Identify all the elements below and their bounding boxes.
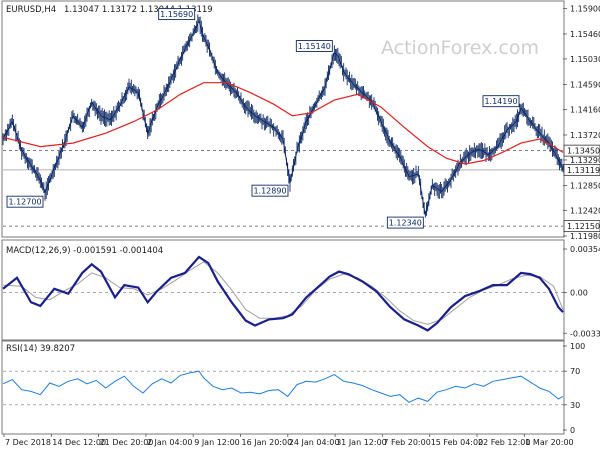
- price-y-tick-label: 1.13290: [570, 156, 600, 165]
- price-layer: 1.12700 1.15690 1.12890 1.15140 1.12340 1.141…: [2, 8, 564, 229]
- rsi-y-tick-label: 30: [570, 401, 580, 410]
- x-tick-label: 7 Dec 2018: [5, 438, 51, 447]
- rsi-label: RSI(14) 39.8207: [6, 344, 75, 354]
- level-tag-box-1: [563, 220, 600, 233]
- rsi-line: [2, 370, 564, 403]
- annotation-label-1: 1.15690: [160, 10, 193, 19]
- annotation-box-1: [158, 8, 196, 21]
- moving-average-line: [2, 82, 564, 165]
- price-y-tick-label: 1.13720: [570, 131, 600, 140]
- annotation-box-4: [386, 216, 424, 229]
- annotation-label-5: 1.14190: [484, 97, 517, 106]
- rsi-layer: [2, 370, 564, 406]
- price-y-tick-label: 1.15030: [570, 55, 600, 64]
- annotation-label-2: 1.12890: [253, 187, 286, 196]
- macd-y-tick-label: 0.003544: [570, 245, 600, 254]
- x-tick-label: 16 Jan 20:00: [242, 438, 293, 447]
- x-tick-label: 14 Dec 12:00: [52, 438, 106, 447]
- price-y-tick-label: 1.15900: [570, 4, 600, 13]
- price-line: [2, 19, 564, 216]
- macd-layer: [2, 255, 564, 332]
- x-tick-label: 21 Dec 20:00: [100, 438, 154, 447]
- x-tick-label: 7 Feb 20:00: [383, 438, 430, 447]
- rsi-y-tick-label: 70: [570, 367, 580, 376]
- macd-label: MACD(12,26,9) -0.001591 -0.001404: [6, 246, 163, 256]
- annotation-box-5: [482, 95, 520, 108]
- annotation-label-3: 1.15140: [298, 42, 331, 51]
- price-y-tick-label: 1.12850: [570, 181, 600, 190]
- price-y-tick-label: 1.14590: [570, 80, 600, 89]
- annotation-box-2: [251, 184, 289, 197]
- annotation-label-0: 1.12700: [8, 198, 41, 207]
- x-tick-label: 9 Jan 12:00: [194, 438, 240, 447]
- rsi-y-tick-label: 100: [570, 342, 585, 351]
- rsi-y-tick-label: 0: [570, 426, 575, 435]
- x-tick-label: 31 Jan 12:00: [336, 438, 387, 447]
- price-panel-frame: [1, 0, 565, 238]
- level-tag-label-1: 1.12150: [567, 222, 600, 231]
- annotation-label-4: 1.12340: [389, 219, 422, 228]
- annotation-box-3: [295, 40, 333, 52]
- rsi-panel-frame: [1, 340, 565, 435]
- close-tag-box: [563, 163, 600, 176]
- x-tick-label: 2 Jan 04:00: [147, 438, 193, 447]
- watermark: ActionForex.com: [381, 37, 539, 59]
- x-tick-label: 15 Feb 04:00: [431, 438, 483, 447]
- macd-main-line: [2, 255, 564, 332]
- price-y-tick-label: 1.11980: [570, 232, 600, 241]
- price-y-tick-label: 1.15460: [570, 30, 600, 39]
- macd-y-tick-label: 0.00: [570, 288, 588, 297]
- x-tick-label: 24 Jan 04:00: [289, 438, 340, 447]
- x-tick-label: 1 Mar 20:00: [525, 438, 573, 447]
- close-tag-label: 1.13119: [567, 166, 600, 175]
- price-y-tick-label: 1.14160: [570, 105, 600, 114]
- price-y-tick-label: 1.12420: [570, 206, 600, 215]
- level-tag-box-0: [563, 144, 600, 157]
- x-tick-label: 22 Feb 12:00: [478, 438, 530, 447]
- macd-y-tick-label: -0.003331: [570, 329, 600, 338]
- annotation-box-0: [6, 195, 44, 208]
- symbol-label: EURUSD,H4: [6, 5, 56, 15]
- level-tag-label-0: 1.13450: [567, 147, 600, 156]
- macd-panel-frame: [1, 239, 565, 341]
- axis-layer: 1.15900 1.15460 1.15030 1.14590 1.14160 1.137…: [3, 4, 600, 447]
- ohlc-label: 1.13047 1.13172 1.13044 1.13119: [64, 5, 213, 15]
